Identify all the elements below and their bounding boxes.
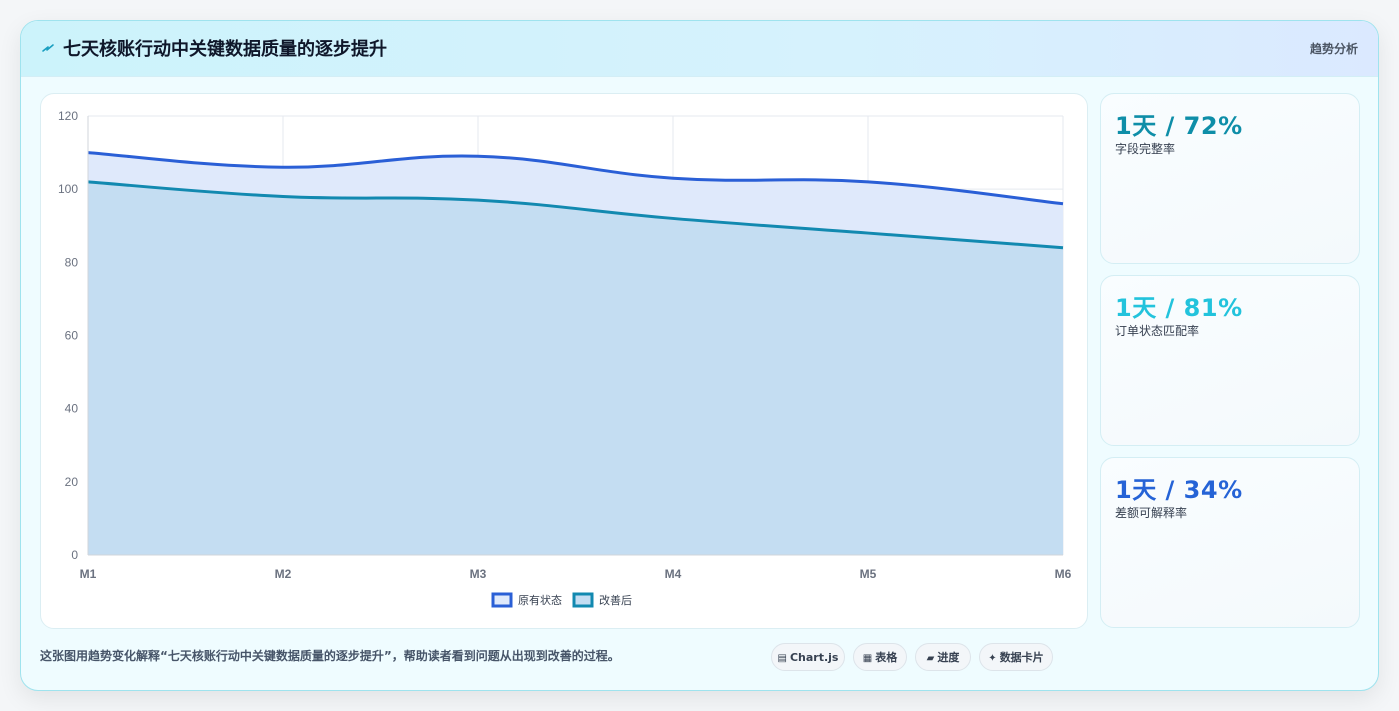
chart-icon: ▤ [777, 653, 787, 664]
legend-swatch [572, 592, 594, 608]
chip-progress[interactable]: ▰ 进度 [915, 643, 971, 671]
y-tick-label: 120 [58, 109, 78, 123]
chip-chartjs[interactable]: ▤ Chart.js [771, 643, 845, 671]
y-tick-label: 0 [71, 548, 78, 562]
chip-label: 进度 [937, 651, 960, 664]
x-tick-label: M2 [275, 567, 292, 581]
x-tick-label: M6 [1055, 567, 1072, 581]
y-tick-label: 40 [65, 402, 79, 416]
stat-card-diff-explainable: 1天 / 34% 差额可解释率 [1100, 457, 1360, 628]
stat-label: 字段完整率 [1115, 142, 1176, 156]
chip-data-card[interactable]: ✦ 数据卡片 [979, 643, 1053, 671]
y-tick-label: 100 [58, 182, 78, 196]
chip-table[interactable]: ▦ 表格 [853, 643, 907, 671]
x-tick-label: M3 [470, 567, 487, 581]
stat-value: 1天 / 81% [1115, 294, 1243, 322]
series-line-2 [87, 180, 1064, 250]
main-card: 七天核账行动中关键数据质量的逐步提升 趋势分析 0 20 40 60 80 100 120 M… [20, 20, 1379, 691]
chip-label: 表格 [875, 651, 898, 664]
stat-card-field-completeness: 1天 / 72% 字段完整率 [1100, 93, 1360, 264]
page-title: 七天核账行动中关键数据质量的逐步提升 [63, 39, 387, 60]
stat-value: 1天 / 72% [1115, 112, 1243, 140]
card-icon: ✦ [988, 653, 997, 664]
x-tick-label: M5 [860, 567, 877, 581]
y-tick-label: 80 [65, 255, 79, 269]
table-icon: ▦ [862, 653, 873, 664]
chip-label: 数据卡片 [999, 651, 1044, 664]
series-area-2 [88, 181, 1063, 555]
chip-label: Chart.js [789, 651, 839, 664]
chart-caption: 这张图用趋势变化解释“七天核账行动中关键数据质量的逐步提升”，帮助读者看到问题从… [40, 649, 620, 663]
chart-panel: 0 20 40 60 80 100 120 M1 M2 M3 M4 M5 M6 原有状态 改善后 [40, 93, 1088, 629]
x-tick-label: M1 [80, 567, 97, 581]
area-chart: 0 20 40 60 80 100 120 M1 M2 M3 M4 M5 M6 原有状态 改善后 [58, 109, 1072, 608]
stat-card-order-status-match: 1天 / 81% 订单状态匹配率 [1100, 275, 1360, 446]
legend-label: 改善后 [599, 593, 632, 607]
legend-label: 原有状态 [518, 593, 562, 607]
series-line-1 [87, 151, 1064, 206]
progress-icon: ▰ [926, 653, 935, 664]
card-header: 七天核账行动中关键数据质量的逐步提升 趋势分析 [21, 21, 1378, 77]
y-tick-label: 60 [65, 329, 79, 343]
lightning-icon [42, 44, 54, 52]
x-tick-label: M4 [665, 567, 682, 581]
legend-swatch [491, 592, 513, 608]
stat-label: 订单状态匹配率 [1115, 324, 1200, 338]
trend-analysis-label: 趋势分析 [1309, 42, 1358, 56]
y-tick-label: 20 [65, 475, 79, 489]
stat-label: 差额可解释率 [1115, 506, 1188, 520]
stat-value: 1天 / 34% [1115, 476, 1243, 504]
